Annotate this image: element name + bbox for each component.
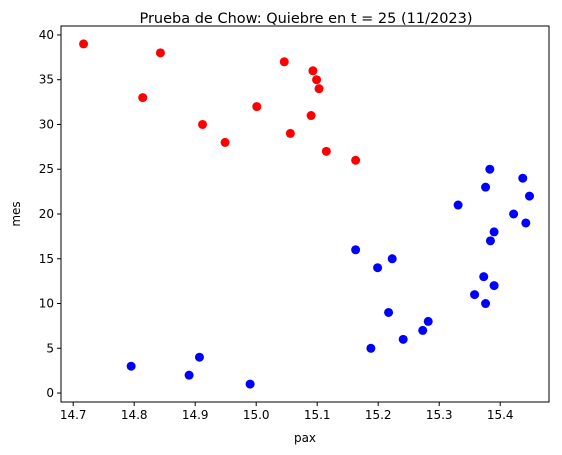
y-tick-label: 30 [39,117,54,131]
data-point [306,111,316,121]
data-point [481,299,491,309]
data-point [518,173,528,183]
x-axis-label: pax [294,431,316,445]
x-tick-label: 15.4 [487,408,514,422]
data-point [138,93,148,103]
data-point [366,343,376,353]
data-point [423,316,433,326]
data-point [481,182,491,192]
x-tick-label: 15.0 [243,408,270,422]
data-point [351,155,361,165]
data-point [489,281,499,291]
y-tick-label: 10 [39,297,54,311]
y-tick-label: 25 [39,162,54,176]
x-tick-label: 14.9 [182,408,209,422]
x-tick-label: 15.3 [426,408,453,422]
data-point [321,146,331,156]
data-point [314,84,324,94]
data-point [308,66,318,76]
data-point [485,164,495,174]
data-point [453,200,463,210]
data-point [220,137,230,147]
data-point [126,361,136,371]
data-point [198,119,208,129]
plot-frame [60,25,550,403]
x-axis-ticks: 14.7 14.8 14.9 15.0 15.1 15.2 15.3 15.4 [60,402,514,422]
y-axis-ticks: 0 5 10 15 20 25 30 35 40 [39,28,61,400]
data-point [524,191,534,201]
data-point [489,227,499,237]
y-axis-label: mes [9,201,23,226]
data-point [479,272,489,282]
data-point [252,102,262,112]
data-point [521,218,531,228]
data-point [384,307,394,317]
y-tick-label: 40 [39,28,54,42]
data-point [418,325,428,335]
data-point [485,236,495,246]
x-tick-label: 14.7 [60,408,87,422]
data-point [79,39,89,49]
data-point [509,209,519,219]
data-point [155,48,165,58]
data-point [312,75,322,85]
x-tick-label: 14.8 [121,408,148,422]
x-tick-label: 15.2 [365,408,392,422]
data-point [351,245,361,255]
data-point [184,370,194,380]
y-tick-label: 35 [39,73,54,87]
data-point [373,263,383,273]
y-tick-label: 0 [46,386,54,400]
y-tick-label: 20 [39,207,54,221]
chart-title: Prueba de Chow: Quiebre en t = 25 (11/20… [139,11,472,27]
data-points [79,39,534,389]
y-tick-label: 15 [39,252,54,266]
data-point [470,290,480,300]
x-tick-label: 15.1 [304,408,331,422]
data-point [285,128,295,138]
data-point [398,334,408,344]
data-point [194,352,204,362]
data-point [245,379,255,389]
y-tick-label: 5 [46,341,54,355]
data-point [279,57,289,67]
data-point [387,254,397,264]
